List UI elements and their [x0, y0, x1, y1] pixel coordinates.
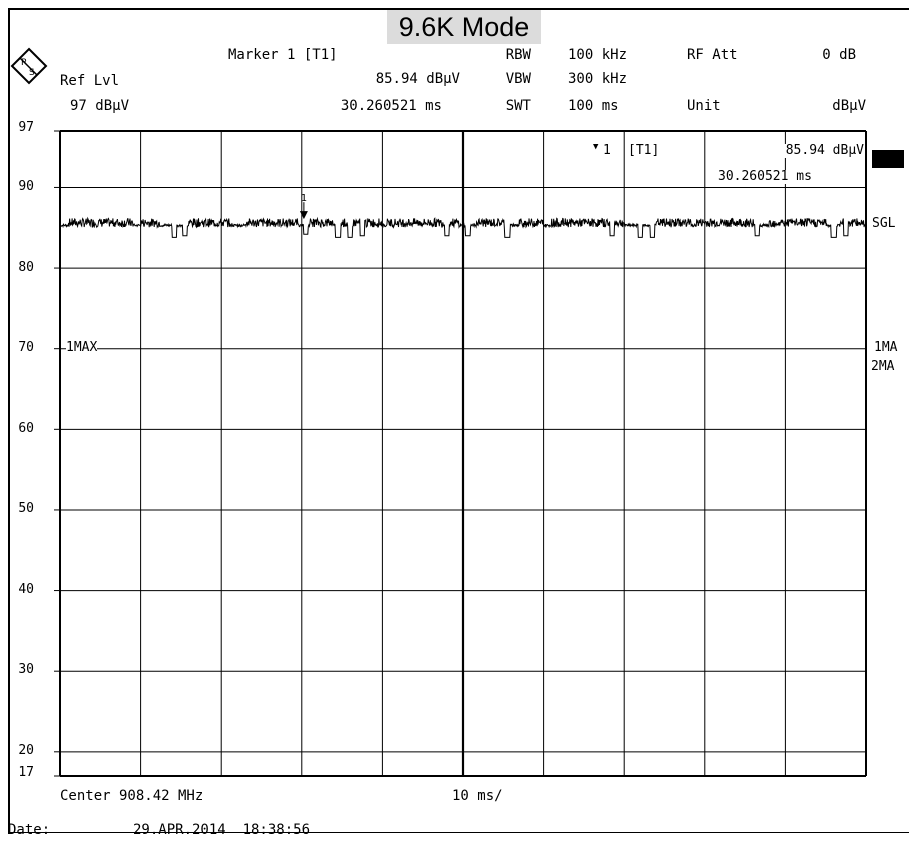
trace-in-plot-label: 1MAX	[66, 340, 98, 355]
rf-att-label: RF Att	[687, 47, 738, 63]
svg-text:R: R	[21, 58, 27, 68]
swt-value: 100 ms	[568, 98, 619, 114]
y-tick-label: 30	[18, 662, 34, 677]
y-tick-label: 70	[18, 340, 34, 355]
date-value: 29.APR.2014 18:38:56	[133, 822, 311, 838]
marker-triangle	[299, 211, 308, 220]
swt-label: SWT	[505, 98, 531, 114]
y-tick-label: 60	[18, 421, 34, 436]
marker-label: Marker 1 [T1]	[228, 47, 338, 63]
frame-left-border	[8, 8, 10, 834]
trace-line	[59, 216, 867, 238]
status-block-icon	[872, 150, 904, 168]
marker-box-id: 1	[603, 143, 611, 158]
unit-label: Unit	[687, 98, 721, 114]
y-tick-label: 50	[18, 501, 34, 516]
y-tick-label: 80	[18, 260, 34, 275]
svg-text:S: S	[29, 68, 35, 78]
marker-box-level: 85.94 dBµV	[720, 144, 864, 158]
y-tick-label: 40	[18, 582, 34, 597]
time-per-division: 10 ms/	[452, 788, 503, 804]
marker-triangle-icon: ▼	[593, 142, 599, 152]
frame-bottom-border	[8, 832, 909, 833]
trace2-mode-label: 2MA	[871, 359, 895, 374]
frame-top-border	[8, 8, 909, 10]
y-tick-label: 90	[18, 179, 34, 194]
ref-lvl-label: Ref Lvl	[60, 73, 120, 89]
marker-level: 85.94 dBµV	[375, 71, 460, 87]
trace-1	[59, 216, 867, 238]
marker-box-trace: [T1]	[628, 143, 660, 158]
rf-att-value: 0 dB	[822, 47, 856, 63]
rbw-label: RBW	[505, 47, 531, 63]
sgl-label: SGL	[872, 216, 896, 231]
y-tick-label: 20	[18, 743, 34, 758]
unit-value: dBµV	[832, 98, 866, 114]
ref-lvl-value: 97 dBµV	[70, 98, 130, 114]
rbw-value: 100 kHz	[568, 47, 628, 63]
rohde-schwarz-logo-icon: R S	[10, 47, 48, 85]
trace1-mode-label: 1MA	[874, 340, 898, 355]
vbw-value: 300 kHz	[568, 71, 628, 87]
marker-time: 30.260521 ms	[340, 98, 442, 114]
center-frequency: Center 908.42 MHz	[60, 788, 204, 804]
marker-number-label: 1	[301, 193, 307, 204]
marker-1: 1	[299, 193, 308, 220]
marker-box-time: 30.260521 ms	[718, 169, 812, 184]
chart-title: 9.6K Mode	[387, 10, 541, 44]
date-label: Date:	[8, 822, 51, 838]
y-tick-label: 17	[18, 765, 34, 780]
vbw-label: VBW	[505, 71, 531, 87]
plot-grid	[54, 130, 867, 777]
y-tick-label: 97	[18, 120, 34, 135]
